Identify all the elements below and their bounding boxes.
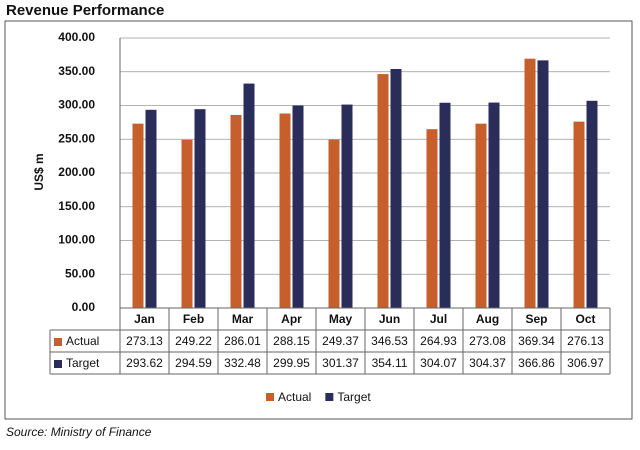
legend-label: Actual	[278, 390, 311, 404]
y-tick-label: 400.00	[58, 30, 95, 44]
y-tick-label: 250.00	[58, 131, 95, 145]
table-value: 288.15	[273, 334, 310, 348]
table-value: 273.13	[126, 334, 163, 348]
y-tick-label: 200.00	[58, 165, 95, 179]
y-tick-label: 150.00	[58, 199, 95, 213]
y-tick-label: 100.00	[58, 233, 95, 247]
table-value: 306.97	[567, 356, 604, 370]
x-tick-label: Sep	[525, 312, 547, 326]
legend-key	[325, 393, 334, 401]
bar	[377, 74, 389, 308]
x-tick-label: Jun	[379, 312, 400, 326]
bar	[132, 123, 144, 308]
table-legend-key	[54, 360, 62, 368]
table-value: 299.95	[273, 356, 310, 370]
table-row-label: Target	[66, 356, 100, 370]
bar	[292, 105, 304, 308]
bar	[145, 109, 157, 308]
x-tick-label: Jul	[430, 312, 447, 326]
x-tick-label: May	[329, 312, 353, 326]
bar	[573, 121, 585, 309]
bar	[475, 123, 487, 309]
table-value: 273.08	[469, 334, 506, 348]
table-value: 304.37	[469, 356, 506, 370]
table-legend-key	[54, 338, 62, 346]
x-tick-label: Jan	[134, 312, 155, 326]
bar	[230, 114, 242, 308]
bar	[586, 100, 598, 308]
table-value: 366.86	[518, 356, 555, 370]
x-tick-label: Apr	[281, 312, 302, 326]
bar	[537, 60, 549, 308]
table-value: 249.37	[322, 334, 359, 348]
bar	[181, 139, 193, 308]
bar	[194, 109, 206, 308]
x-tick-label: Mar	[232, 312, 254, 326]
y-tick-label: 350.00	[58, 64, 95, 78]
bar	[279, 113, 291, 308]
table-value: 354.11	[372, 356, 408, 370]
y-tick-label: 300.00	[58, 98, 95, 112]
table-value: 301.37	[322, 356, 359, 370]
legend-key	[266, 393, 274, 401]
table-value: 346.53	[371, 334, 408, 348]
chart-title: Revenue Performance	[6, 2, 164, 19]
chart-frame	[4, 20, 633, 420]
bar	[426, 129, 438, 308]
table-value: 304.07	[420, 356, 457, 370]
table-value: 249.22	[175, 334, 212, 348]
legend-label: Target	[337, 390, 371, 404]
bar	[524, 58, 536, 309]
source-note: Source: Ministry of Finance	[6, 425, 152, 439]
bar	[439, 102, 451, 308]
table-value: 286.01	[224, 334, 261, 348]
table-value: 369.34	[518, 334, 555, 348]
table-value: 276.13	[567, 334, 604, 348]
y-axis-label: US$ m	[32, 153, 46, 190]
bar	[488, 102, 500, 308]
x-tick-label: Aug	[476, 312, 499, 326]
x-tick-label: Feb	[183, 312, 204, 326]
table-value: 332.48	[224, 356, 261, 370]
table-value: 294.59	[175, 356, 212, 370]
bar	[243, 83, 255, 309]
table-row-label: Actual	[66, 334, 99, 348]
x-tick-label: Oct	[575, 312, 595, 326]
y-tick-label: 50.00	[65, 266, 95, 280]
bar	[328, 139, 340, 308]
table-value: 264.93	[420, 334, 457, 348]
table-value: 293.62	[126, 356, 163, 370]
bar	[341, 104, 353, 308]
y-tick-label: 0.00	[72, 300, 96, 314]
bar	[390, 68, 402, 308]
